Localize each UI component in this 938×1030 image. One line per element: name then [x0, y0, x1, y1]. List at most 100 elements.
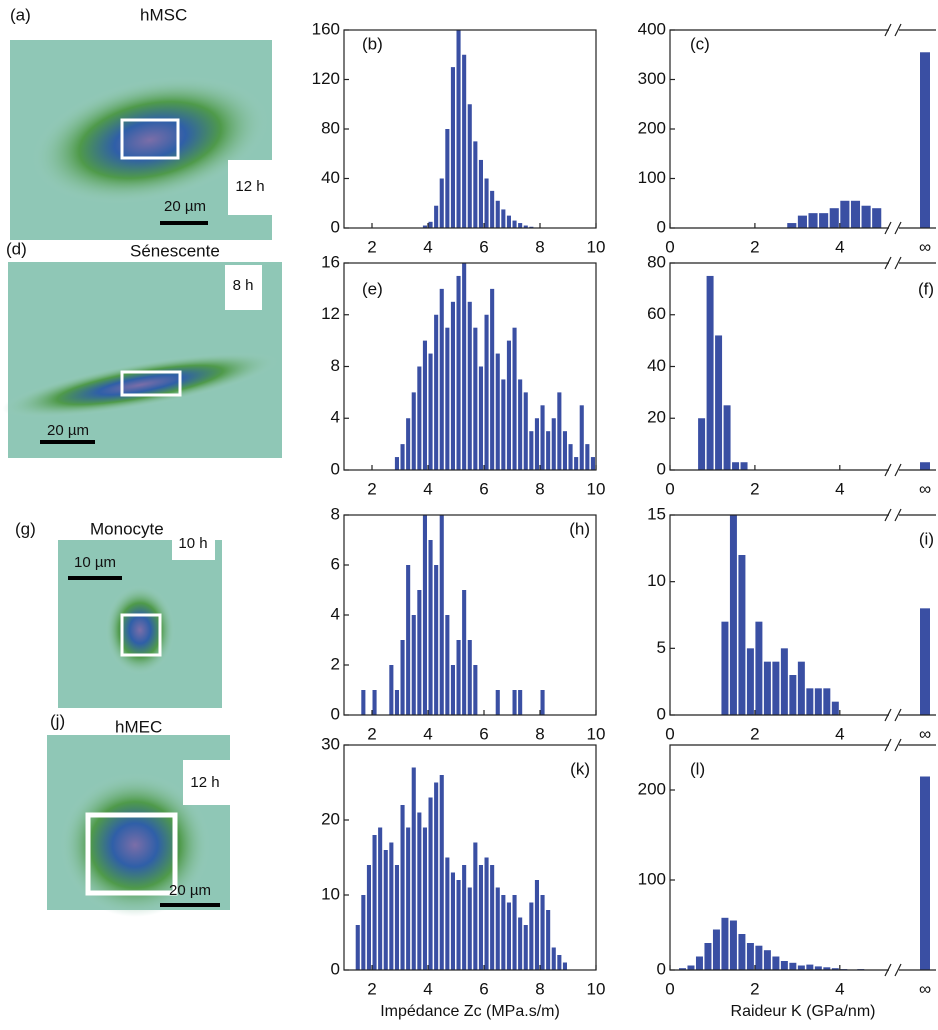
y-tick-label: 6: [331, 554, 340, 573]
time-box: [183, 760, 230, 805]
bar: [763, 950, 771, 970]
x-tick-label: 8: [535, 979, 544, 998]
bar: [361, 690, 366, 715]
panel-label: (l): [690, 759, 705, 778]
region-of-interest: [120, 613, 162, 657]
bar: [462, 590, 467, 715]
bar: [523, 225, 528, 228]
y-tick-label: 80: [321, 118, 340, 137]
bar: [562, 962, 567, 970]
bar: [467, 301, 472, 470]
bar: [372, 835, 377, 970]
x-tick-label: 2: [750, 237, 759, 256]
bar: [518, 917, 523, 970]
bar: [400, 444, 405, 470]
bar: [422, 340, 427, 470]
bar: [551, 947, 556, 970]
y-tick-label: 0: [331, 704, 340, 723]
bar: [394, 690, 399, 715]
bar: [422, 515, 427, 715]
bar: [787, 223, 797, 228]
y-tick-label: 300: [638, 69, 666, 88]
bar: [462, 54, 467, 228]
axes-frame: [669, 29, 936, 229]
bar: [445, 615, 450, 715]
time-box: [228, 160, 272, 215]
bar: [763, 661, 771, 715]
bar: [806, 688, 814, 715]
y-tick-label: 0: [331, 217, 340, 236]
y-tick-label: 8: [331, 504, 340, 523]
x-tick-label: 2: [750, 479, 759, 498]
y-tick-label: 120: [312, 69, 340, 88]
bar: [814, 688, 822, 715]
bar: [590, 457, 595, 470]
bar: [806, 964, 814, 970]
bar-infinity: [920, 462, 930, 470]
panel-label: (g): [15, 519, 36, 538]
bar: [512, 327, 517, 470]
bar: [738, 934, 746, 970]
bar: [529, 431, 534, 470]
bar: [829, 208, 839, 228]
bar: [850, 200, 861, 228]
axis-break: [884, 708, 902, 722]
bar: [439, 515, 444, 715]
bar: [831, 701, 839, 715]
bar: [484, 857, 489, 970]
bar: [808, 213, 818, 228]
bar: [529, 902, 534, 970]
bar: [484, 178, 489, 228]
cell-type: hMSC: [140, 5, 187, 24]
bar: [456, 880, 461, 970]
bar: [540, 690, 545, 715]
bar: [406, 565, 411, 715]
time-label: 10 h: [178, 535, 207, 552]
bar: [512, 220, 517, 228]
y-tick-label: 12: [321, 304, 340, 323]
bar: [484, 314, 489, 470]
bar: [428, 540, 433, 715]
bar: [840, 200, 850, 228]
bar: [546, 431, 551, 470]
y-tick-label: 0: [331, 959, 340, 978]
time-box: [172, 525, 215, 560]
bar: [501, 379, 506, 470]
x-tick-label: 0: [665, 724, 674, 743]
bar: [422, 827, 427, 970]
bar: [394, 457, 399, 470]
cell-type: Monocyte: [90, 519, 164, 538]
bar: [534, 418, 539, 470]
bar: [540, 405, 545, 470]
bar: [400, 640, 405, 715]
y-tick-label: 0: [331, 459, 340, 478]
y-tick-label: 100: [638, 869, 666, 888]
y-tick-label: 160: [312, 19, 340, 38]
bar: [450, 301, 455, 470]
bar: [389, 842, 394, 970]
x-tick-label: 10: [587, 979, 606, 998]
x-tick-label: 2: [750, 724, 759, 743]
bar: [361, 895, 366, 970]
y-tick-label: 10: [647, 571, 666, 590]
bar: [678, 968, 686, 970]
x-tick-label: 4: [835, 237, 844, 256]
bar: [406, 827, 411, 970]
axis-break: [884, 221, 902, 235]
bar: [495, 887, 500, 970]
y-tick-label: 60: [647, 304, 666, 323]
bar: [495, 690, 500, 715]
bar: [704, 943, 712, 970]
bar: [428, 353, 433, 470]
bar: [512, 895, 517, 970]
bar: [534, 880, 539, 970]
bar: [823, 688, 831, 715]
panel-label: (d): [6, 239, 27, 258]
panel-label: (e): [362, 279, 383, 298]
bar: [814, 966, 822, 970]
bar: [355, 925, 360, 970]
bar: [789, 675, 797, 715]
bar: [721, 917, 729, 970]
bar: [439, 288, 444, 470]
x-tick-label: 0: [665, 479, 674, 498]
